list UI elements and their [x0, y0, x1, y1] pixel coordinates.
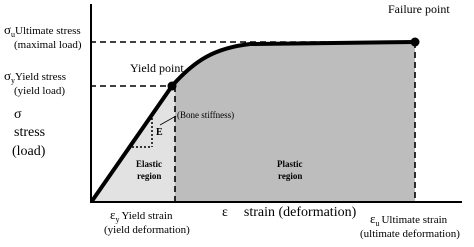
subscript: u — [375, 219, 379, 228]
stiffness-label: (Bone stiffness) — [177, 110, 234, 120]
symbol: ε — [370, 211, 376, 226]
yield-stress-note: (yield load) — [14, 85, 65, 97]
yield-point-marker — [167, 81, 177, 91]
stiffness-pointer — [159, 115, 177, 126]
ultimate-stress-note: (maximal load) — [14, 39, 82, 51]
label: strain (deformation) — [244, 205, 357, 220]
failure-point-label: Failure point — [388, 2, 450, 16]
symbol: ε — [222, 205, 228, 220]
failure-point-marker — [410, 37, 420, 47]
symbol: σ — [4, 68, 11, 83]
strain-axis-label: ε strain (deformation) — [222, 205, 357, 220]
subscript: y — [115, 215, 119, 224]
yield-point-label: Yield point — [130, 61, 184, 75]
symbol: ε — [110, 207, 116, 222]
plastic-label: region — [278, 171, 302, 181]
stress-label: stress — [14, 125, 45, 140]
subscript: u — [11, 30, 15, 39]
subscript: y — [11, 76, 15, 85]
label: Yield stress — [15, 71, 66, 83]
modulus-label: E — [156, 127, 163, 138]
ultimate-strain-label: εu Ultimate strain — [370, 211, 448, 228]
elastic-label: region — [137, 171, 161, 181]
yield-strain-label: εy Yield strain — [110, 207, 173, 224]
stress-symbol: σ — [14, 107, 22, 122]
label: Ultimate strain — [381, 214, 447, 226]
yield-strain-note: (yield deformation) — [104, 224, 190, 236]
label: Ultimate stress — [15, 25, 81, 37]
plastic-label: Plastic — [277, 159, 303, 169]
ultimate-stress-label: σuUltimate stress — [4, 22, 81, 39]
yield-stress-label: σyYield stress — [4, 68, 66, 85]
stress-note: (load) — [12, 144, 46, 159]
label: Yield strain — [121, 210, 173, 222]
symbol: σ — [4, 22, 11, 37]
stiffness-triangle — [132, 118, 153, 148]
ultimate-strain-note: (ultimate deformation) — [360, 228, 460, 240]
plastic-region — [175, 42, 415, 201]
elastic-label: Elastic — [136, 159, 162, 169]
